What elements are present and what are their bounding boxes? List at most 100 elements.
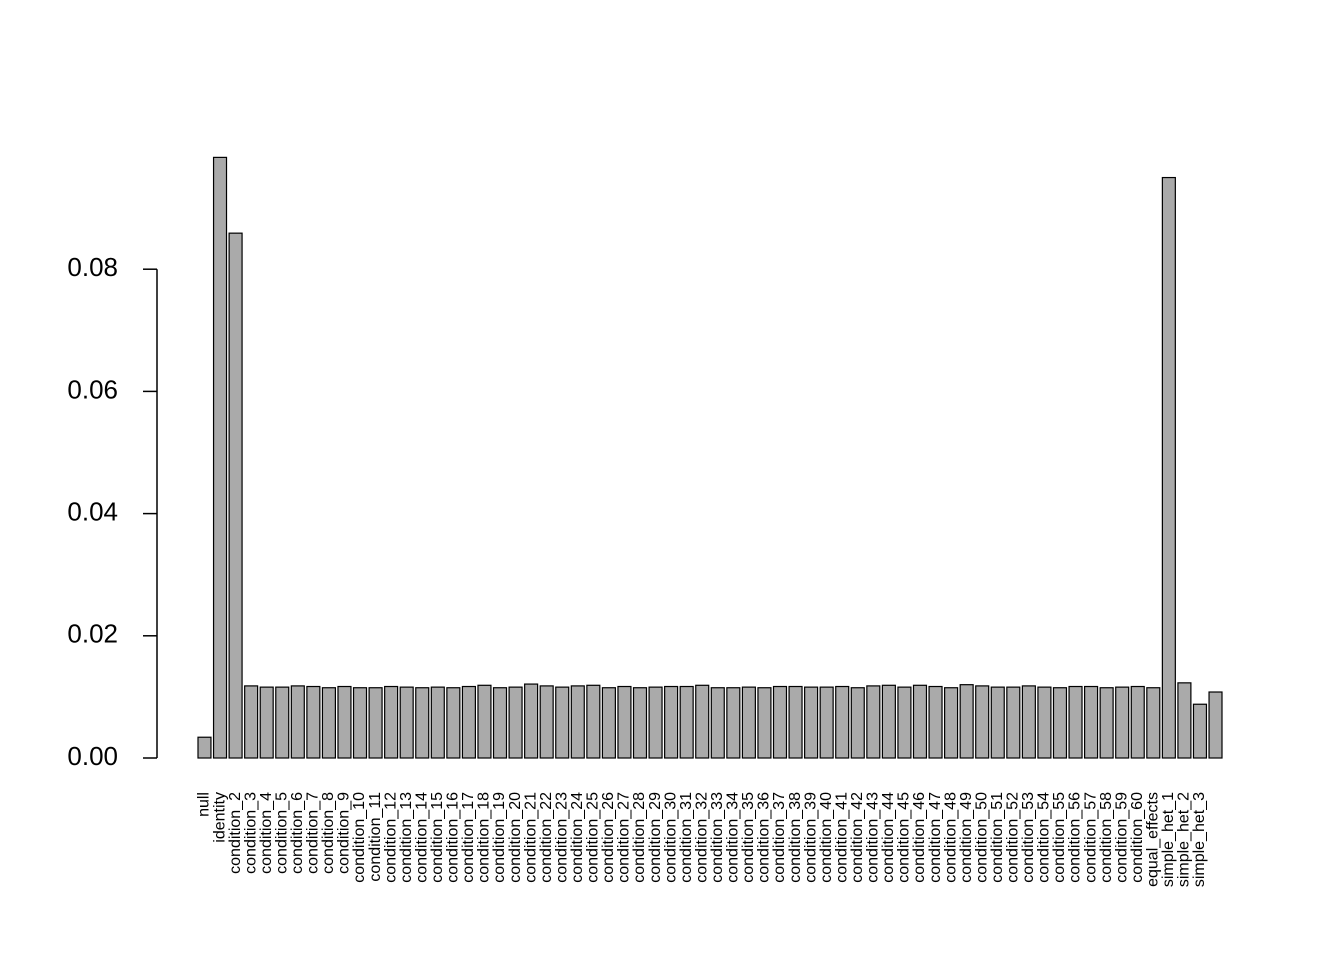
x-tick-label: condition_26 xyxy=(600,792,617,883)
x-tick-label: condition_7 xyxy=(305,792,322,874)
bar xyxy=(1177,682,1192,759)
x-tick-label: condition_31 xyxy=(678,792,695,883)
x-tick-label: condition_37 xyxy=(771,792,788,883)
bar xyxy=(446,687,461,759)
x-tick-label: condition_16 xyxy=(445,792,462,883)
x-tick-label: condition_54 xyxy=(1036,792,1053,883)
bar xyxy=(197,736,212,759)
x-tick-label: condition_10 xyxy=(351,792,368,883)
x-tick-label: condition_29 xyxy=(647,792,664,883)
bar xyxy=(244,685,259,759)
x-tick-label: condition_40 xyxy=(818,792,835,883)
x-tick-label: condition_46 xyxy=(911,792,928,883)
x-tick-label: condition_58 xyxy=(1098,792,1115,883)
bar xyxy=(912,684,928,759)
bar xyxy=(430,686,445,759)
x-tick-label: condition_18 xyxy=(476,792,493,883)
x-tick-label: condition_27 xyxy=(616,792,633,883)
x-tick-label: simple_het_2 xyxy=(1176,792,1193,887)
x-tick-label: condition_38 xyxy=(787,792,804,883)
x-tick-label: null xyxy=(196,792,213,817)
x-tick-label: condition_42 xyxy=(849,792,866,883)
x-tick-label: condition_39 xyxy=(802,792,819,883)
x-tick-label: condition_56 xyxy=(1067,792,1084,883)
x-tick-label: condition_11 xyxy=(367,792,384,882)
bar xyxy=(819,686,834,759)
x-tick-label: condition_41 xyxy=(833,792,850,883)
x-tick-label: condition_48 xyxy=(942,792,959,883)
x-tick-label: condition_19 xyxy=(491,792,508,883)
x-tick-label: condition_53 xyxy=(1020,792,1037,883)
bar xyxy=(944,687,959,759)
bar xyxy=(539,685,554,759)
x-tick-label: simple_het_3 xyxy=(1191,792,1208,887)
x-tick-label: condition_12 xyxy=(382,792,399,883)
bar xyxy=(306,685,321,759)
x-tick-label: simple_het_1 xyxy=(1160,792,1177,887)
y-tick-label: 0.08 xyxy=(67,252,118,282)
bar xyxy=(850,687,865,759)
bar xyxy=(1052,687,1068,759)
bar xyxy=(1084,685,1099,759)
bar xyxy=(1099,687,1114,759)
x-tick-label: condition_57 xyxy=(1082,792,1099,883)
bar xyxy=(212,156,228,759)
bar xyxy=(866,685,881,759)
bar xyxy=(726,687,741,759)
x-tick-label: condition_43 xyxy=(865,792,882,883)
x-tick-label: condition_15 xyxy=(429,792,446,883)
x-tick-label: condition_21 xyxy=(522,792,539,883)
x-tick-label: condition_20 xyxy=(507,792,524,883)
bar xyxy=(1192,703,1208,759)
x-tick-label: condition_35 xyxy=(740,792,757,883)
bar xyxy=(228,232,243,759)
x-tick-label: condition_23 xyxy=(553,792,570,883)
bar xyxy=(384,685,399,759)
x-tick-label: condition_3 xyxy=(242,792,259,874)
bar xyxy=(321,687,336,759)
bar xyxy=(772,685,788,759)
x-tick-label: condition_60 xyxy=(1129,792,1146,883)
x-tick-label: condition_14 xyxy=(413,792,430,883)
bar xyxy=(601,687,616,759)
y-tick-label: 0.04 xyxy=(67,496,118,526)
bar xyxy=(259,686,274,759)
bar xyxy=(664,685,679,759)
x-tick-label: identity xyxy=(211,792,228,843)
bar xyxy=(477,684,492,759)
y-tick-label: 0.02 xyxy=(67,619,118,649)
bar xyxy=(710,687,725,759)
bar xyxy=(804,686,819,759)
x-tick-label: condition_47 xyxy=(927,792,944,883)
x-tick-label: condition_50 xyxy=(973,792,990,883)
x-tick-label: condition_8 xyxy=(320,792,337,874)
bar xyxy=(617,685,632,759)
bar xyxy=(290,685,305,759)
x-tick-label: condition_49 xyxy=(958,792,975,883)
bar xyxy=(1208,691,1223,759)
bar xyxy=(679,685,694,759)
x-tick-label: condition_33 xyxy=(709,792,726,883)
x-tick-label: condition_4 xyxy=(258,792,275,874)
bar xyxy=(1146,687,1161,759)
x-tick-label: condition_13 xyxy=(398,792,415,883)
x-tick-label: condition_45 xyxy=(896,792,913,883)
x-tick-label: condition_36 xyxy=(756,792,773,883)
bar xyxy=(508,686,523,759)
bar xyxy=(990,686,1005,759)
bar xyxy=(586,684,601,759)
bar xyxy=(928,685,943,759)
bar xyxy=(524,683,539,759)
x-tick-label: condition_24 xyxy=(569,792,586,883)
bar xyxy=(1161,176,1176,759)
x-tick-label: condition_32 xyxy=(693,792,710,883)
bar xyxy=(555,686,570,759)
x-tick-label: condition_6 xyxy=(289,792,306,874)
bar xyxy=(368,687,383,759)
x-tick-label: condition_34 xyxy=(725,792,742,883)
x-tick-label: condition_51 xyxy=(989,792,1006,883)
x-tick-label: condition_17 xyxy=(460,792,477,883)
bar xyxy=(461,685,476,759)
x-tick-label: condition_5 xyxy=(273,792,290,874)
